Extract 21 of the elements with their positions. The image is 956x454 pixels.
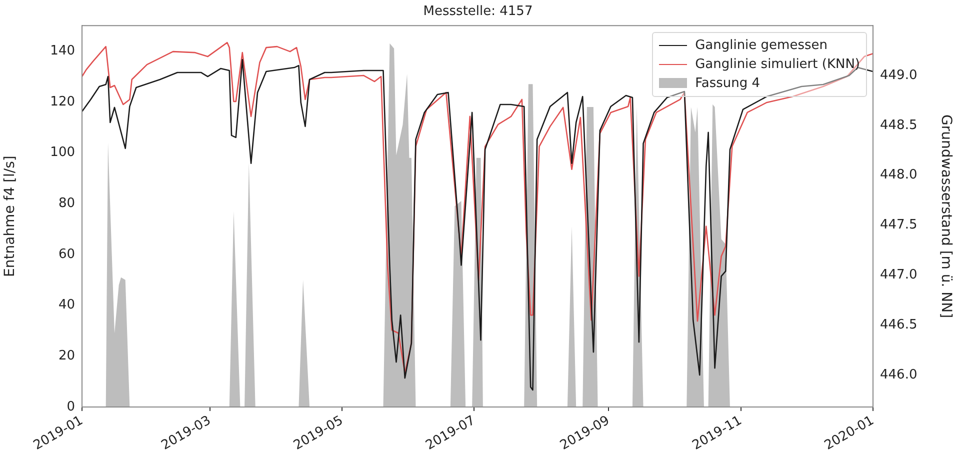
y-tick-label: 100 <box>50 145 75 160</box>
y2-tick-label: 446.5 <box>880 318 918 333</box>
y-tick-label: 20 <box>58 348 75 364</box>
y2-tick-label: 448.5 <box>880 118 918 133</box>
y-tick-label: 140 <box>50 43 75 58</box>
y-tick-label: 60 <box>58 246 75 262</box>
y-tick-label: 80 <box>58 196 75 211</box>
y-tick-label: 40 <box>58 298 75 313</box>
y-tick-label: 0 <box>66 399 75 414</box>
legend-label: Ganglinie simuliert (KNN) <box>695 56 860 72</box>
y2-axis-title: Grundwasserstand [m ü. NN] <box>938 114 954 318</box>
chart-title: Messstelle: 4157 <box>423 4 533 20</box>
y2-tick-label: 447.0 <box>880 268 918 283</box>
legend-label: Ganglinie gemessen <box>695 38 828 53</box>
y2-tick-label: 449.0 <box>880 68 918 83</box>
y-axis-title: Entnahme f4 [l/s] <box>2 156 18 277</box>
y2-tick-label: 447.5 <box>880 218 918 233</box>
y2-tick-label: 446.0 <box>880 367 918 382</box>
y-tick-label: 120 <box>50 94 75 110</box>
legend-label: Fassung 4 <box>695 76 760 91</box>
y2-tick-label: 448.0 <box>880 168 918 183</box>
